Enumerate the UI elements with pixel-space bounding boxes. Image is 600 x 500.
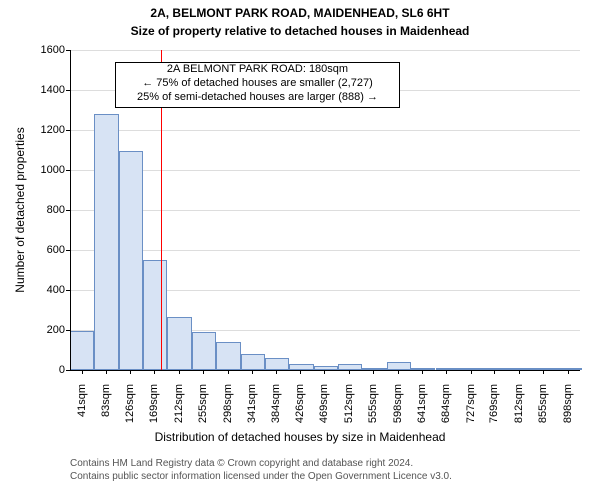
- x-tick-label: 426sqm: [294, 384, 306, 423]
- x-axis-line: [70, 370, 580, 371]
- x-tick-label: 855sqm: [537, 384, 549, 423]
- gridline: [70, 50, 580, 51]
- x-tick-label: 384sqm: [270, 384, 282, 423]
- histogram-bar: [70, 331, 94, 370]
- footer-attribution: Contains HM Land Registry data © Crown c…: [70, 458, 452, 483]
- y-tick-label: 1400: [41, 84, 70, 96]
- footer-line-2: Contains public sector information licen…: [70, 471, 452, 484]
- y-tick-label: 0: [59, 364, 70, 376]
- title-line-1: 2A, BELMONT PARK ROAD, MAIDENHEAD, SL6 6…: [0, 6, 600, 20]
- x-tick-label: 126sqm: [124, 384, 136, 423]
- y-tick-label: 600: [47, 244, 70, 256]
- x-tick-label: 341sqm: [246, 384, 258, 423]
- histogram-bar: [216, 342, 240, 370]
- y-tick-label: 200: [47, 324, 70, 336]
- gridline: [70, 130, 580, 131]
- gridline: [70, 250, 580, 251]
- x-tick-label: 684sqm: [440, 384, 452, 423]
- x-axis-label: Distribution of detached houses by size …: [0, 430, 600, 444]
- footer-line-1: Contains HM Land Registry data © Crown c…: [70, 458, 452, 471]
- y-axis-label: Number of detached properties: [13, 127, 27, 292]
- x-tick-label: 598sqm: [392, 384, 404, 423]
- x-tick-label: 512sqm: [343, 384, 355, 423]
- annotation-line: 2A BELMONT PARK ROAD: 180sqm: [116, 63, 399, 77]
- histogram-bar: [143, 260, 167, 370]
- x-tick-label: 769sqm: [488, 384, 500, 423]
- x-tick-label: 255sqm: [197, 384, 209, 423]
- annotation-line: 25% of semi-detached houses are larger (…: [116, 91, 399, 105]
- title-line-2: Size of property relative to detached ho…: [0, 24, 600, 38]
- gridline: [70, 170, 580, 171]
- y-axis-line: [70, 50, 71, 370]
- x-tick-label: 555sqm: [367, 384, 379, 423]
- x-tick-label: 727sqm: [465, 384, 477, 423]
- histogram-bar: [265, 358, 289, 370]
- y-tick-label: 1600: [41, 44, 70, 56]
- x-tick-label: 298sqm: [222, 384, 234, 423]
- x-tick-label: 169sqm: [148, 384, 160, 423]
- histogram-bar: [119, 151, 143, 370]
- x-tick-label: 641sqm: [416, 384, 428, 423]
- histogram-bar: [167, 317, 191, 370]
- gridline: [70, 210, 580, 211]
- x-tick-label: 898sqm: [562, 384, 574, 423]
- histogram-bar: [192, 332, 216, 370]
- y-tick-label: 400: [47, 284, 70, 296]
- y-tick-label: 1200: [41, 124, 70, 136]
- x-tick-label: 41sqm: [76, 384, 88, 417]
- histogram-bar: [241, 354, 265, 370]
- histogram-bar: [387, 362, 411, 370]
- x-tick-label: 83sqm: [100, 384, 112, 417]
- annotation-box: 2A BELMONT PARK ROAD: 180sqm← 75% of det…: [115, 62, 400, 108]
- x-tick-label: 469sqm: [318, 384, 330, 423]
- y-tick-label: 800: [47, 204, 70, 216]
- histogram-bar: [94, 114, 118, 370]
- figure: 2A, BELMONT PARK ROAD, MAIDENHEAD, SL6 6…: [0, 0, 600, 500]
- y-tick-label: 1000: [41, 164, 70, 176]
- x-tick-label: 812sqm: [513, 384, 525, 423]
- x-tick-label: 212sqm: [173, 384, 185, 423]
- plot-area: 0200400600800100012001400160041sqm83sqm1…: [70, 50, 580, 370]
- annotation-line: ← 75% of detached houses are smaller (2,…: [116, 77, 399, 91]
